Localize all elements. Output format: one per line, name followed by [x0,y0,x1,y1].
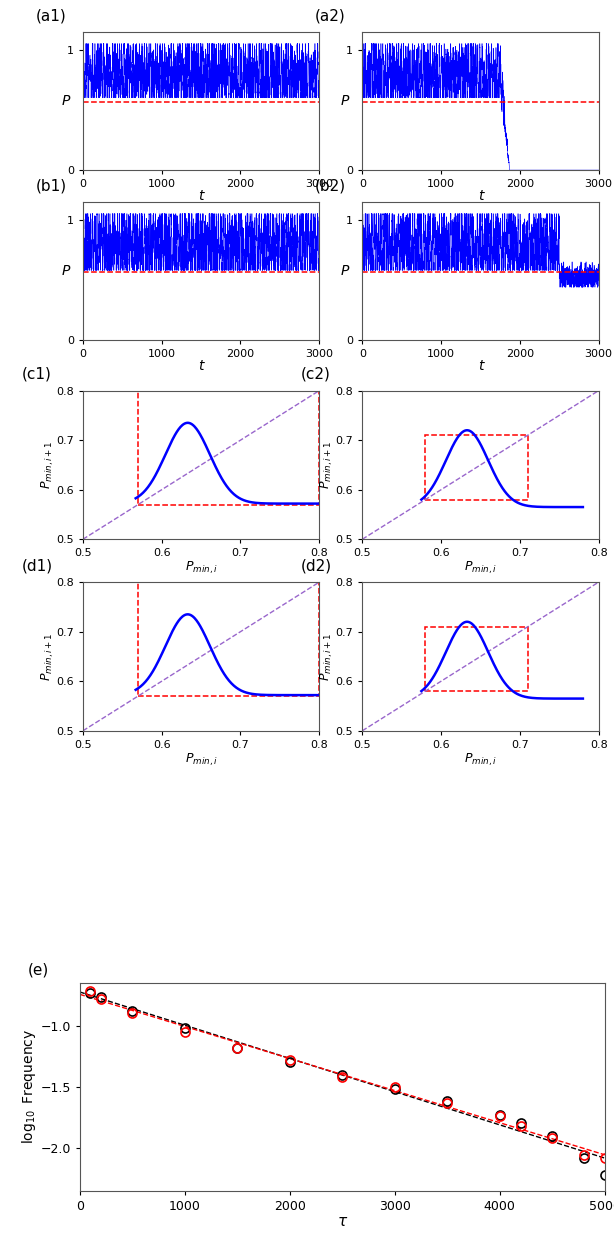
X-axis label: $\tau$: $\tau$ [336,1215,348,1228]
Y-axis label: $P_{min,i+1}$: $P_{min,i+1}$ [40,633,56,680]
X-axis label: $P_{min,i}$: $P_{min,i}$ [464,559,497,576]
Y-axis label: $P_{min,i+1}$: $P_{min,i+1}$ [319,633,335,680]
X-axis label: $P_{min,i}$: $P_{min,i}$ [185,559,217,576]
Text: (d2): (d2) [301,558,332,573]
Y-axis label: P: P [61,93,69,108]
Y-axis label: $P_{min,i+1}$: $P_{min,i+1}$ [319,441,335,489]
Text: (c2): (c2) [301,367,331,382]
Text: (e): (e) [28,963,49,978]
Text: (d1): (d1) [21,558,53,573]
Y-axis label: P: P [341,263,349,278]
Text: (a1): (a1) [36,9,66,24]
Y-axis label: $\log_{10}$ Frequency: $\log_{10}$ Frequency [20,1029,37,1144]
Y-axis label: $P_{min,i+1}$: $P_{min,i+1}$ [40,441,56,489]
X-axis label: t: t [478,189,483,203]
Text: (b1): (b1) [36,179,67,194]
Bar [426,435,527,500]
Text: (c1): (c1) [21,367,52,382]
Y-axis label: P: P [341,93,349,108]
X-axis label: t: t [198,189,204,203]
Text: (a2): (a2) [315,9,346,24]
Y-axis label: P: P [61,263,69,278]
X-axis label: $P_{min,i}$: $P_{min,i}$ [185,751,217,767]
Bar [426,626,527,692]
Text: (b2): (b2) [315,179,346,194]
X-axis label: t: t [198,359,204,373]
X-axis label: t: t [478,359,483,373]
X-axis label: $P_{min,i}$: $P_{min,i}$ [464,751,497,767]
Bar [138,582,319,696]
Bar [138,391,319,504]
